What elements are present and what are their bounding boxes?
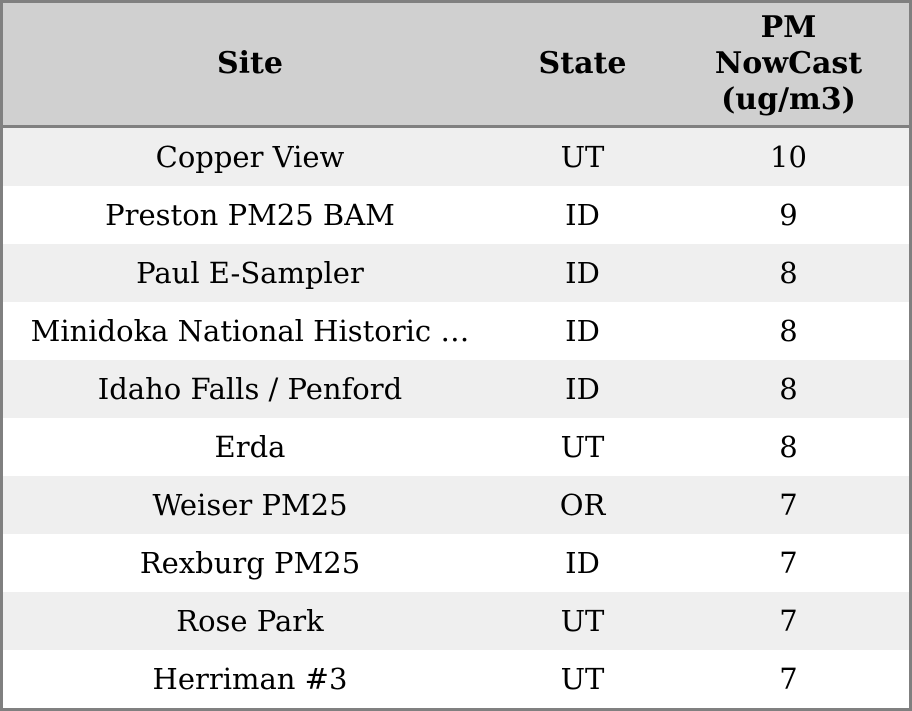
pm-value-cell: 8 xyxy=(779,372,798,406)
table-row[interactable]: Herriman #3 UT 7 xyxy=(3,650,909,708)
state-cell: ID xyxy=(565,314,600,348)
site-cell: Idaho Falls / Penford xyxy=(97,372,403,406)
site-cell: Rose Park xyxy=(176,604,324,638)
pm-header-line-3: (ug/m3) xyxy=(721,82,856,117)
table-row[interactable]: Weiser PM25 OR 7 xyxy=(3,476,909,534)
pm-header-line-1: PM xyxy=(760,10,817,45)
table-row[interactable]: Rose Park UT 7 xyxy=(3,592,909,650)
pm-value-cell: 8 xyxy=(779,256,798,290)
state-cell: UT xyxy=(560,604,605,638)
table-row[interactable]: Minidoka National Historic … ID 8 xyxy=(3,302,909,360)
pm-nowcast-table: Site State PM NowCast (ug/m3) Copper Vie… xyxy=(3,3,909,708)
table-row[interactable]: Rexburg PM25 ID 7 xyxy=(3,534,909,592)
table-row[interactable]: Copper View UT 10 xyxy=(3,126,909,186)
pm-value-cell: 7 xyxy=(779,662,798,696)
state-cell: UT xyxy=(560,662,605,696)
pm-value-cell: 8 xyxy=(779,314,798,348)
table-row[interactable]: Idaho Falls / Penford ID 8 xyxy=(3,360,909,418)
pm-value-cell: 7 xyxy=(779,488,798,522)
state-cell: ID xyxy=(565,198,600,232)
state-cell: OR xyxy=(559,488,606,522)
pm-value-cell: 8 xyxy=(779,430,798,464)
column-header-pm-nowcast[interactable]: PM NowCast (ug/m3) xyxy=(668,3,909,128)
site-cell: Paul E-Sampler xyxy=(136,256,364,290)
site-cell: Minidoka National Historic … xyxy=(30,314,470,348)
table-header: Site State PM NowCast (ug/m3) xyxy=(3,3,909,128)
table-body: Copper View UT 10 Preston PM25 BAM ID 9 … xyxy=(3,126,909,708)
table-row[interactable]: Paul E-Sampler ID 8 xyxy=(3,244,909,302)
pm-value-cell: 10 xyxy=(770,140,807,174)
pm-value-cell: 7 xyxy=(779,546,798,580)
header-row: Site State PM NowCast (ug/m3) xyxy=(3,3,909,128)
state-cell: ID xyxy=(565,256,600,290)
site-cell: Copper View xyxy=(155,140,345,174)
table-row[interactable]: Preston PM25 BAM ID 9 xyxy=(3,186,909,244)
state-cell: ID xyxy=(565,372,600,406)
pm-header-line-2: NowCast xyxy=(714,46,863,81)
site-cell: Weiser PM25 xyxy=(152,488,348,522)
state-cell: ID xyxy=(565,546,600,580)
site-cell: Herriman #3 xyxy=(152,662,348,696)
column-header-state[interactable]: State xyxy=(497,3,668,128)
site-cell: Preston PM25 BAM xyxy=(105,198,395,232)
pm-value-cell: 9 xyxy=(779,198,798,232)
column-header-site[interactable]: Site xyxy=(3,3,497,128)
state-cell: UT xyxy=(560,140,605,174)
site-cell: Rexburg PM25 xyxy=(139,546,361,580)
pm-value-cell: 7 xyxy=(779,604,798,638)
site-cell: Erda xyxy=(214,430,286,464)
state-cell: UT xyxy=(560,430,605,464)
table-row[interactable]: Erda UT 8 xyxy=(3,418,909,476)
